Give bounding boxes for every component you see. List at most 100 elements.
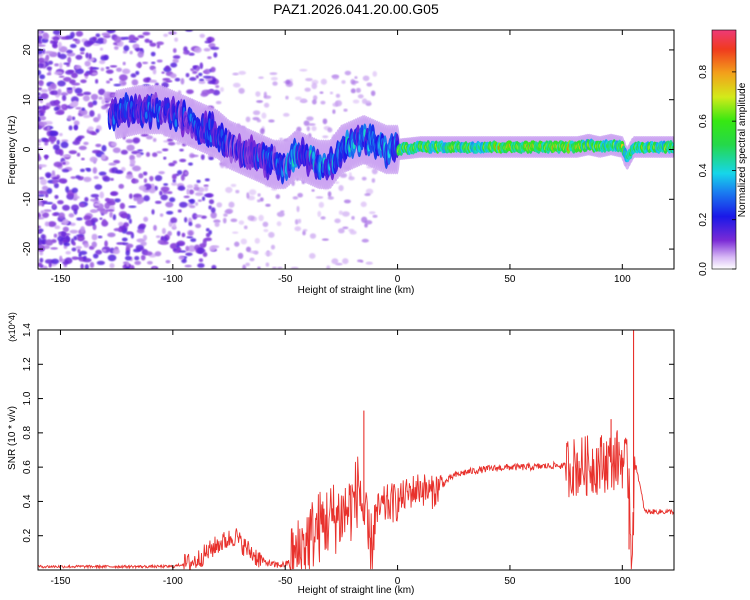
heatmap-speckle [372, 214, 378, 218]
heatmap-speckle [103, 91, 112, 99]
heatmap-speckle [101, 145, 107, 152]
heatmap-speckle [334, 218, 341, 224]
heatmap-speckle [51, 258, 60, 265]
snr-axes: -150 -100 -50 0 50 100 0.2 0.4 0.6 0.8 1.0 1.2 1.4 [22, 323, 674, 587]
heatmap-speckle [45, 201, 54, 205]
heatmap-speckle [44, 221, 50, 227]
heatmap-speckle [149, 42, 157, 47]
heatmap-speckle [296, 126, 302, 133]
heatmap-speckle [88, 130, 96, 135]
heatmap-speckle [337, 228, 345, 234]
heatmap-speckle [257, 266, 261, 269]
heatmap-speckle [270, 244, 276, 250]
heatmap-speckle [204, 40, 211, 44]
heatmap-speckle [128, 193, 133, 199]
heatmap-speckle [40, 233, 46, 240]
heatmap-speckle [329, 91, 334, 95]
heatmap-speckle [55, 110, 65, 115]
heatmap-speckle [120, 149, 128, 155]
heatmap-speckle [44, 239, 54, 246]
spectrogram-x-tick-label: 0 [395, 274, 401, 285]
heatmap-speckle [269, 72, 278, 75]
heatmap-speckle [204, 178, 210, 182]
heatmap-speckle [54, 63, 59, 67]
heatmap-speckle [52, 30, 61, 35]
heatmap-speckle [113, 228, 122, 232]
heatmap-speckle [61, 104, 66, 109]
heatmap-speckle [125, 250, 130, 256]
heatmap-speckle [40, 116, 47, 120]
heatmap-speckle [75, 246, 82, 249]
heatmap-speckle [128, 205, 137, 209]
heatmap-speckle [332, 109, 336, 114]
heatmap-speckle [169, 73, 177, 79]
heatmap-speckle [128, 218, 132, 224]
heatmap-speckle [225, 186, 233, 194]
heatmap-speckle [150, 51, 156, 57]
heatmap-speckle [61, 139, 69, 143]
heatmap-speckle [84, 264, 89, 269]
heatmap-speckle [257, 199, 261, 203]
heatmap-speckle [144, 38, 150, 43]
heatmap-speckle [215, 100, 222, 105]
heatmap-speckle [213, 219, 221, 224]
heatmap-speckle [134, 260, 142, 266]
heatmap-speckle [166, 138, 174, 142]
heatmap-speckle [59, 62, 63, 69]
heatmap-speckle [109, 65, 118, 68]
heatmap-speckle [232, 231, 239, 234]
heatmap-speckle [38, 201, 44, 206]
heatmap-speckle [38, 69, 42, 76]
heatmap-speckle [263, 102, 270, 108]
heatmap-speckle [245, 116, 251, 123]
heatmap-speckle [71, 256, 79, 260]
heatmap-speckle [65, 186, 70, 193]
heatmap-speckle [143, 178, 148, 183]
heatmap-speckle [38, 87, 43, 91]
heatmap-speckle [73, 124, 79, 131]
heatmap-speckle [113, 159, 121, 164]
heatmap-speckle [38, 92, 41, 96]
heatmap-speckle [161, 71, 165, 74]
spectrogram-y-tick-label: -10 [22, 192, 33, 207]
heatmap-speckle [38, 30, 42, 36]
heatmap-speckle [304, 87, 311, 92]
heatmap-speckle [268, 231, 275, 238]
heatmap-speckle [322, 118, 328, 125]
heatmap-speckle [158, 171, 165, 175]
heatmap-speckle [202, 75, 212, 79]
heatmap-speckle [108, 162, 117, 166]
heatmap-speckle [261, 112, 267, 119]
heatmap-speckle [184, 264, 192, 268]
snr-plot-area [38, 330, 674, 570]
spectrogram-x-tick-label: -100 [163, 274, 183, 285]
heatmap-speckle [170, 217, 178, 224]
heatmap-speckle [338, 210, 343, 215]
heatmap-speckle [322, 135, 329, 139]
heatmap-speckle [59, 255, 63, 262]
heatmap-speckle [256, 100, 264, 103]
spectrogram-x-tick-label: -50 [278, 274, 293, 285]
heatmap-speckle [130, 73, 137, 78]
heatmap-speckle [56, 139, 60, 146]
heatmap-speckle [62, 226, 69, 233]
heatmap-speckle [38, 225, 42, 229]
heatmap-speckle [167, 141, 176, 146]
spectrogram-y-tick-label: 20 [22, 44, 33, 56]
heatmap-speckle [188, 162, 193, 166]
heatmap-speckle [186, 184, 194, 189]
heatmap-speckle [57, 41, 62, 49]
heatmap-speckle [220, 87, 224, 93]
heatmap-speckle [38, 194, 45, 197]
heatmap-speckle [198, 258, 204, 263]
heatmap-speckle [93, 176, 99, 179]
heatmap-speckle [57, 88, 62, 96]
heatmap-speckle [46, 66, 53, 71]
heatmap-speckle [52, 41, 58, 48]
heatmap-speckle [58, 53, 67, 60]
heatmap-speckle [121, 237, 128, 242]
heatmap-speckle [87, 126, 94, 132]
heatmap-speckle [137, 34, 145, 39]
heatmap-speckle [98, 96, 103, 100]
heatmap-speckle [121, 82, 127, 85]
